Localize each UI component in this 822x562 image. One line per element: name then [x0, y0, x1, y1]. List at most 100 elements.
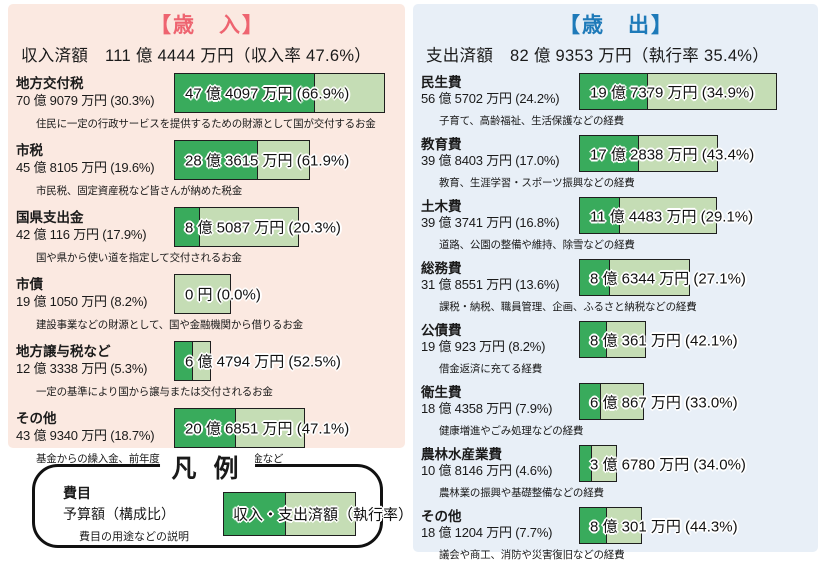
bar-label: 19 億 7379 万円 (34.9%) [590, 84, 755, 101]
bar-executed [580, 74, 649, 109]
item-bar-area: 28 億 3615 万円 (61.9%) [174, 140, 399, 180]
budget-item-main: その他 43 億 9340 万円 (18.7%) 20 億 6851 万円 (4… [16, 408, 399, 448]
item-bar-area: 47 億 4097 万円 (66.9%) [174, 73, 399, 113]
item-budget-amount: 42 億 116 万円 (17.9%) [16, 226, 147, 242]
bar-label: 8 億 5087 万円 (20.3%) [185, 219, 341, 237]
item-label: 教育費 [421, 136, 462, 152]
item-description: 子育て、高齢福祉、生活保護などの経費 [439, 115, 624, 127]
bar-label: 47 億 4097 万円 (66.9%) [185, 85, 350, 103]
item-bar-area: 8 億 6344 万円 (27.1%) [579, 259, 812, 296]
budget-item: 衛生費 18 億 4358 万円 (7.9%) 6 億 867 万円 (33.0… [421, 383, 812, 438]
bar-total [579, 73, 777, 110]
budget-item-main: 教育費 39 億 8403 万円 (17.0%) 17 億 2838 万円 (4… [421, 135, 812, 172]
revenue-title: 【歳 入】 [150, 14, 265, 37]
budget-item-text: 市債 19 億 1050 万円 (8.2%) [16, 277, 174, 311]
item-label: その他 [16, 411, 57, 427]
bar-total [579, 197, 717, 234]
item-description: 農林業の振興や基礎整備などの経費 [439, 487, 604, 499]
budget-item-text: 民生費 56 億 5702 万円 (24.2%) [421, 75, 579, 109]
item-label: 地方譲与税など [16, 344, 111, 360]
bar-executed [580, 384, 601, 419]
budget-item-main: 国県支出金 42 億 116 万円 (17.9%) 8 億 5087 万円 (2… [16, 207, 399, 247]
legend-box: 凡 例 費目 予算額（構成比） 費目の用途などの説明 収入・支出済額（執行率） [32, 449, 413, 548]
item-bar-area: 19 億 7379 万円 (34.9%) [579, 73, 812, 110]
item-budget-amount: 19 億 923 万円 (8.2%) [421, 339, 546, 355]
bar-executed [175, 74, 315, 112]
bar-total [174, 341, 211, 381]
bar-total [579, 321, 646, 358]
budget-item: 総務費 31 億 8551 万円 (13.6%) 8 億 6344 万円 (27… [421, 259, 812, 314]
legend-bar-executed [224, 492, 286, 535]
budget-item: 公債費 19 億 923 万円 (8.2%) 8 億 361 万円 (42.1%… [421, 321, 812, 376]
item-budget-amount: 19 億 1050 万円 (8.2%) [16, 293, 148, 309]
budget-item: 市税 45 億 8105 万円 (19.6%) 28 億 3615 万円 (61… [16, 140, 399, 198]
budget-item: 教育費 39 億 8403 万円 (17.0%) 17 億 2838 万円 (4… [421, 135, 812, 190]
expenditure-summary: 支出済額 82 億 9353 万円（執行率 35.4%） [426, 47, 770, 65]
item-description: 借金返済に充てる経費 [439, 363, 542, 375]
item-bar-area: 8 億 361 万円 (42.1%) [579, 321, 812, 358]
budget-item-text: 農林水産業費 10 億 8146 万円 (4.6%) [421, 447, 579, 481]
revenue-column: 【歳 入】 収入済額 111 億 4444 万円（収入率 47.6%） 地方交付… [8, 4, 413, 552]
item-label: 衛生費 [421, 384, 462, 400]
budget-item: 農林水産業費 10 億 8146 万円 (4.6%) 3 億 6780 万円 (… [421, 445, 812, 500]
bar-executed [580, 446, 593, 481]
item-budget-amount: 70 億 9079 万円 (30.3%) [16, 92, 155, 108]
item-bar-area: 6 億 4794 万円 (52.5%) [174, 341, 399, 381]
item-label: 国県支出金 [16, 210, 84, 226]
bar-executed [580, 260, 610, 295]
item-description: 市民税、固定資産税など皆さんが納めた税金 [36, 185, 242, 197]
budget-item: 地方交付税 70 億 9079 万円 (30.3%) 47 億 4097 万円 … [16, 73, 399, 131]
item-budget-amount: 18 億 4358 万円 (7.9%) [421, 401, 553, 417]
revenue-summary: 収入済額 111 億 4444 万円（収入率 47.6%） [21, 47, 372, 65]
item-label: 地方交付税 [16, 76, 84, 92]
legend-bar-sample: 収入・支出済額（執行率） [223, 491, 413, 536]
bar-label: 8 億 6344 万円 (27.1%) [590, 270, 746, 287]
bar-total [174, 408, 305, 448]
item-budget-amount: 43 億 9340 万円 (18.7%) [16, 427, 155, 443]
bar-label: 17 億 2838 万円 (43.4%) [590, 146, 755, 163]
bar-executed [175, 409, 236, 447]
expenditure-items: 民生費 56 億 5702 万円 (24.2%) 19 億 7379 万円 (3… [421, 73, 812, 562]
bar-label: 6 億 4794 万円 (52.5%) [185, 353, 341, 371]
budget-item-text: その他 18 億 1204 万円 (7.7%) [421, 509, 579, 543]
item-label: 市税 [16, 143, 43, 159]
item-description: 道路、公園の整備や維持、除雪などの経費 [439, 239, 635, 251]
item-label: 土木費 [421, 198, 462, 214]
item-label: その他 [421, 508, 462, 524]
budget-item-text: 衛生費 18 億 4358 万円 (7.9%) [421, 385, 579, 419]
item-label: 総務費 [421, 260, 462, 276]
bar-executed [580, 136, 640, 171]
budget-item-main: 公債費 19 億 923 万円 (8.2%) 8 億 361 万円 (42.1%… [421, 321, 812, 358]
budget-item: 民生費 56 億 5702 万円 (24.2%) 19 億 7379 万円 (3… [421, 73, 812, 128]
bar-total [579, 445, 617, 482]
item-budget-amount: 39 億 8403 万円 (17.0%) [421, 153, 560, 169]
bar-label: 6 億 867 万円 (33.0%) [590, 394, 738, 411]
item-label: 民生費 [421, 74, 462, 90]
budget-item-main: その他 18 億 1204 万円 (7.7%) 8 億 301 万円 (44.3… [421, 507, 812, 544]
bar-total [579, 259, 690, 296]
expenditure-panel: 【歳 出】 支出済額 82 億 9353 万円（執行率 35.4%） 民生費 5… [413, 4, 818, 561]
revenue-panel: 【歳 入】 収入済額 111 億 4444 万円（収入率 47.6%） 地方交付… [8, 4, 405, 465]
item-budget-amount: 12 億 3338 万円 (5.3%) [16, 360, 148, 376]
item-bar-area: 20 億 6851 万円 (47.1%) [174, 408, 399, 448]
bar-label: 20 億 6851 万円 (47.1%) [185, 420, 350, 438]
bar-label: 0 円 (0.0%) [185, 286, 261, 304]
item-budget-amount: 18 億 1204 万円 (7.7%) [421, 525, 553, 541]
budget-item-text: 市税 45 億 8105 万円 (19.6%) [16, 143, 174, 177]
budget-item-main: 農林水産業費 10 億 8146 万円 (4.6%) 3 億 6780 万円 (… [421, 445, 812, 482]
expenditure-title: 【歳 出】 [559, 14, 674, 37]
bar-executed [580, 508, 608, 543]
budget-item-text: 教育費 39 億 8403 万円 (17.0%) [421, 137, 579, 171]
item-description: 建設事業などの財源として、国や金融機関から借りるお金 [36, 319, 303, 331]
budget-item: その他 43 億 9340 万円 (18.7%) 20 億 6851 万円 (4… [16, 408, 399, 466]
bar-label: 8 億 361 万円 (42.1%) [590, 332, 738, 349]
budget-item-text: 公債費 19 億 923 万円 (8.2%) [421, 323, 579, 357]
item-description: 健康増進やごみ処理などの経費 [439, 425, 584, 437]
item-description: 一定の基準により国から譲与または交付されるお金 [36, 386, 273, 398]
item-label: 市債 [16, 277, 43, 293]
item-description: 課税・納税、職員管理、企画、ふるさと納税などの経費 [439, 301, 697, 313]
item-bar-area: 17 億 2838 万円 (43.4%) [579, 135, 812, 172]
budget-item: 土木費 39 億 3741 万円 (16.8%) 11 億 4483 万円 (2… [421, 197, 812, 252]
item-bar-area: 0 円 (0.0%) [174, 274, 399, 314]
item-bar-area: 8 億 301 万円 (44.3%) [579, 507, 812, 544]
